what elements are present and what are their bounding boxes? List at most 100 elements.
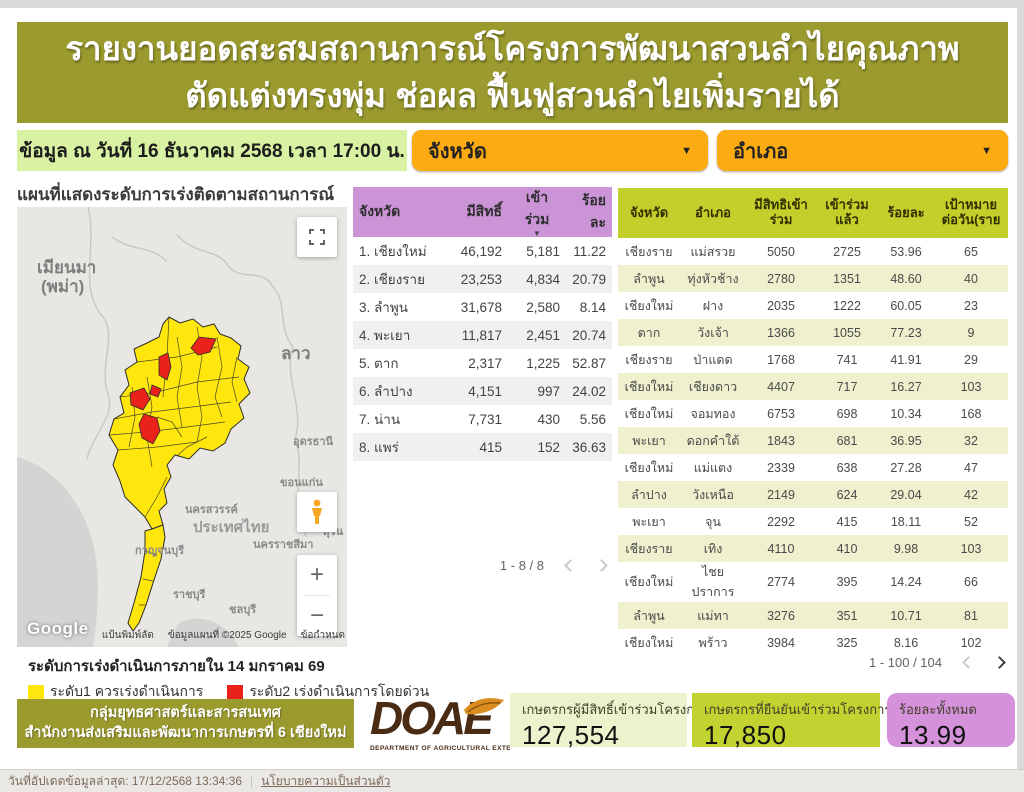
- map-label-khonkaen: ขอนแก่น: [280, 477, 323, 489]
- google-logo[interactable]: Google: [27, 619, 89, 638]
- next-page-button[interactable]: [993, 656, 1006, 669]
- next-page-button[interactable]: [595, 559, 608, 572]
- legend-level1-swatch: [28, 684, 44, 700]
- google-map[interactable]: เมียนมา (พม่า) ลาว อุดรธานี ขอนแก่น นครส…: [17, 207, 347, 647]
- cell-joined: 1,225: [526, 355, 560, 371]
- zoom-out-button[interactable]: −: [309, 602, 324, 629]
- sort-desc-icon: ▼: [533, 229, 541, 238]
- cell-district: แม่สรวย: [690, 244, 736, 259]
- col-percent[interactable]: ร้อยละ: [878, 188, 934, 238]
- table-row: 5. ตาก 2,317 1,225 52.87: [353, 349, 612, 377]
- table-row: 3. ลำพูน 31,678 2,580 8.14: [353, 293, 612, 321]
- cell-eligible: 2774: [767, 575, 795, 589]
- cell-province: เชียงใหม่: [624, 460, 674, 475]
- cell-joined: 1055: [816, 319, 878, 346]
- map-district-layer: [108, 316, 251, 632]
- pegman-icon: [312, 499, 322, 524]
- table-row: 4. พะเยา 11,817 2,451 20.74: [353, 321, 612, 349]
- prev-page-button[interactable]: [564, 559, 577, 572]
- cell-eligible: 5050: [767, 244, 795, 259]
- district-table-header: จังหวัด อำเภอ มีสิทธิเข้าร่วม เข้าร่วมแล…: [618, 188, 1008, 238]
- cell-eligible: 11,817: [448, 321, 508, 349]
- cell-target: 47: [964, 460, 978, 475]
- cell-joined: 698: [836, 406, 858, 421]
- cell-district: จอมทอง: [690, 406, 736, 421]
- col-percent[interactable]: ร้อยละ: [566, 187, 612, 237]
- cell-district: ฝาง: [702, 298, 724, 313]
- cell-percent: 53.96: [890, 244, 922, 259]
- fullscreen-button[interactable]: [297, 217, 337, 257]
- stat-eligible-farmers: เกษตรกรผู้มีสิทธิ์เข้าร่วมโครงการ 127,55…: [510, 693, 709, 750]
- cell-joined: 681: [816, 427, 878, 454]
- map-legend: ระดับการเร่งดำเนินการภายใน 14 มกราคม 69 …: [28, 654, 429, 703]
- cell-target: 66: [964, 575, 978, 589]
- cell-province: ลำพูน: [618, 265, 680, 292]
- status-bar: วันที่อัปเดตข้อมูลล่าสุด: 17/12/2568 13:…: [0, 769, 1024, 792]
- cell-eligible: 2035: [767, 298, 795, 313]
- last-updated-label: วันที่อัปเดตข้อมูลล่าสุด: 17/12/2568 13:…: [8, 773, 243, 788]
- col-target[interactable]: เป้าหมายต่อวัน(ราย: [934, 188, 1008, 238]
- table-row: เชียงราย ป่าแดด 1768 741 41.91 29: [618, 346, 1008, 373]
- cell-percent: 41.91: [890, 352, 922, 367]
- table-row: พะเยา ดอกคำใต้ 1843 681 36.95 32: [618, 427, 1008, 454]
- cell-district: วังเหนือ: [680, 481, 746, 508]
- cell-joined: 624: [816, 481, 878, 508]
- cell-percent: 8.14: [579, 299, 606, 315]
- keyboard-shortcuts-link[interactable]: แป้นพิมพ์ลัด: [101, 630, 154, 641]
- col-joined-sorted[interactable]: เข้าร่วม ▼: [508, 187, 566, 238]
- cell-target: 29: [964, 352, 978, 367]
- cell-eligible: 1768: [767, 352, 795, 367]
- cell-province: พะเยา: [618, 427, 680, 454]
- col-eligible[interactable]: มีสิทธิ์: [448, 187, 508, 237]
- col-joined[interactable]: เข้าร่วมแล้ว: [816, 188, 878, 238]
- cell-province: เชียงใหม่: [618, 373, 680, 400]
- street-view-pegman[interactable]: [297, 492, 337, 532]
- cell-percent: 36.95: [878, 427, 934, 454]
- table-row: 8. แพร่ 415 152 36.63: [353, 433, 612, 461]
- cell-district: วังเจ้า: [680, 319, 746, 346]
- table-row: เชียงใหม่ เชียงดาว 4407 717 16.27 103: [618, 373, 1008, 400]
- cell-eligible: 2339: [767, 460, 795, 475]
- map-label-laos: ลาว: [281, 344, 311, 363]
- cell-province: เชียงราย: [625, 244, 673, 259]
- cell-district: ทุ่งหัวช้าง: [680, 265, 746, 292]
- col-province[interactable]: จังหวัด: [353, 187, 448, 237]
- province-filter-dropdown[interactable]: จังหวัด ▼: [412, 130, 708, 171]
- separator: |: [250, 774, 254, 788]
- prev-page-button[interactable]: [962, 656, 975, 669]
- cell-percent: 29.04: [878, 481, 934, 508]
- page-range-label: 1 - 100 / 104: [869, 655, 942, 670]
- table-row: 7. น่าน 7,731 430 5.56: [353, 405, 612, 433]
- stat-value: 127,554: [522, 720, 620, 750]
- col-eligible[interactable]: มีสิทธิเข้าร่วม: [746, 188, 816, 238]
- map-label-nakhonsawan: นครสวรรค์: [185, 503, 238, 516]
- cell-joined: 717: [816, 373, 878, 400]
- district-filter-dropdown[interactable]: อำเภอ ▼: [717, 130, 1008, 171]
- cell-eligible: 1366: [746, 319, 816, 346]
- cell-eligible: 7,731: [468, 411, 502, 427]
- col-province[interactable]: จังหวัด: [618, 188, 680, 238]
- map-label-ratchaburi: ราชบุรี: [173, 588, 206, 602]
- stat-label: เกษตรกรผู้มีสิทธิ์เข้าร่วมโครงการ: [522, 702, 709, 717]
- cell-province: เชียงใหม่: [624, 635, 674, 650]
- col-district[interactable]: อำเภอ: [680, 188, 746, 238]
- cell-province: 3. ลำพูน: [359, 300, 409, 315]
- table-row: เชียงใหม่ ไชยปราการ 2774 395 14.24 66: [618, 562, 1008, 602]
- stat-label: เกษตรกรที่ยืนยันเข้าร่วมโครงการ: [704, 702, 892, 717]
- table-row: พะเยา จุน 2292 415 18.11 52: [618, 508, 1008, 535]
- table-row: เชียงใหม่ พร้าว 3984 325 8.16 102: [618, 629, 1008, 653]
- table-row: ลำพูน แม่ทา 3276 351 10.71 81: [618, 602, 1008, 629]
- map-label-kanchanaburi: กาญจนบุรี: [135, 544, 184, 558]
- map-label-myanmar2: (พม่า): [41, 277, 84, 296]
- cell-joined: 5,181: [526, 243, 560, 259]
- cell-district: ดอกคำใต้: [680, 427, 746, 454]
- org-info-box: กลุ่มยุทธศาสตร์และสารสนเทศ สำนักงานส่งเส…: [17, 699, 354, 748]
- table-row: ลำปาง วังเหนือ 2149 624 29.04 42: [618, 481, 1008, 508]
- stat-confirmed-farmers: เกษตรกรที่ยืนยันเข้าร่วมโครงการ 17,850: [692, 693, 892, 750]
- terms-link[interactable]: ข้อกำหนด: [300, 630, 345, 641]
- privacy-policy-link[interactable]: นโยบายความเป็นส่วนตัว: [261, 773, 391, 788]
- legend-level1-label: ระดับ1 ควรเร่งดำเนินการ: [50, 683, 204, 699]
- zoom-in-button[interactable]: +: [309, 561, 324, 588]
- cell-district: ไชยปราการ: [691, 565, 735, 599]
- doae-logo: DOAE DEPARTMENT OF AGRICULTURAL EXTENSIO…: [368, 690, 534, 756]
